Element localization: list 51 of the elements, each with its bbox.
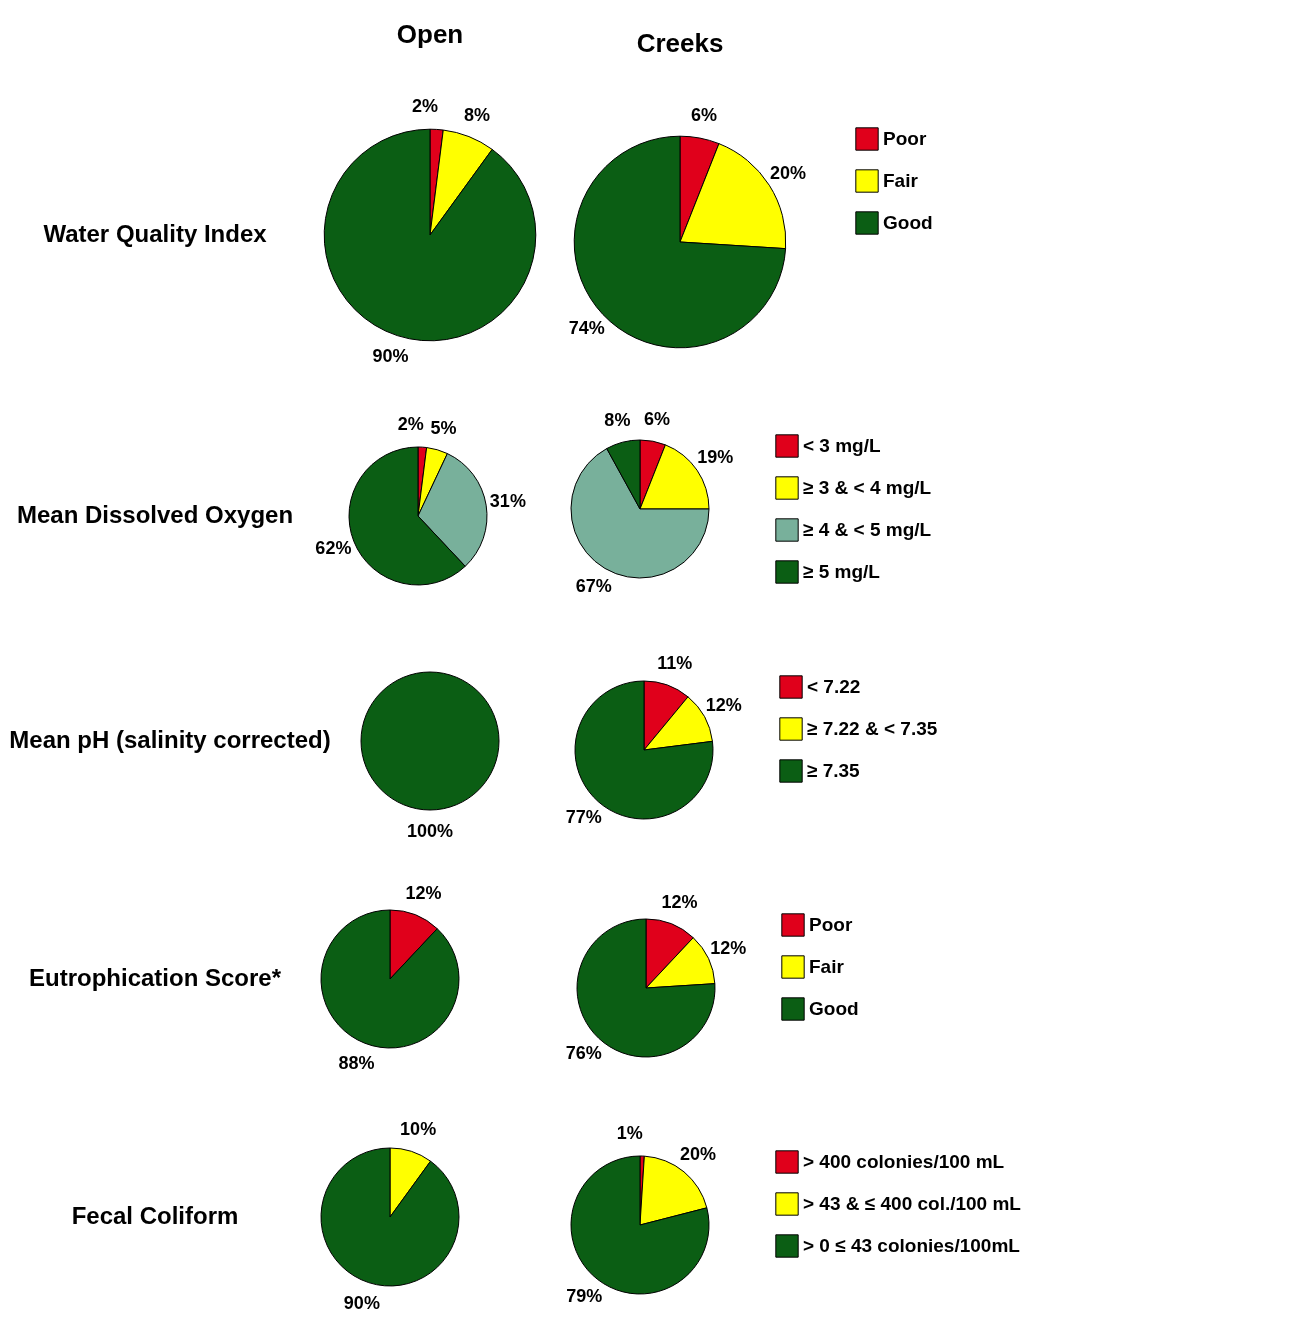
data-label: 62% xyxy=(315,538,352,559)
legend-label: > 0 ≤ 43 colonies/100mL xyxy=(803,1234,1021,1256)
data-label: 10% xyxy=(400,1119,437,1140)
legend-label: Poor xyxy=(883,128,927,149)
text: Fecal Coliform xyxy=(71,1202,239,1229)
legend-label: Poor xyxy=(809,914,853,935)
data-label: 8% xyxy=(464,105,491,126)
data-label: 6% xyxy=(690,105,717,126)
legend-label: ≥ 4 & < 5 mg/L xyxy=(803,519,932,540)
legend-label: Good xyxy=(809,998,859,1019)
legend-label: > 43 & ≤ 400 col./100 mL xyxy=(803,1192,1022,1214)
data-label: 31% xyxy=(489,490,526,511)
data-label: 2% xyxy=(412,96,439,117)
data-label: 8% xyxy=(604,409,631,430)
text: Mean Dissolved Oxygen xyxy=(16,501,294,528)
data-label: 12% xyxy=(710,938,747,959)
data-label: 100% xyxy=(406,821,454,841)
data-label: 74% xyxy=(568,318,605,339)
data-label: 12% xyxy=(705,694,742,715)
data-label: 88% xyxy=(338,1052,375,1073)
legend-label: ≥ 7.35 xyxy=(807,759,861,781)
data-label: 20% xyxy=(679,1143,717,1164)
text: Water Quality Index xyxy=(43,220,268,247)
chart-title: Creeks xyxy=(636,28,724,59)
legend-label: > 400 colonies/100 mL xyxy=(803,1150,1005,1172)
data-label: 12% xyxy=(661,892,698,913)
legend-label: ≥ 3 & < 4 mg/L xyxy=(803,477,932,498)
text: Mean pH (salinity corrected) xyxy=(9,726,331,753)
data-label: 90% xyxy=(372,345,409,366)
legend-label: ≥ 7.22 & < 7.35 xyxy=(807,717,938,739)
data-label: 12% xyxy=(405,883,442,904)
data-label: 67% xyxy=(575,576,612,597)
data-label: 6% xyxy=(644,408,671,429)
data-label: 2% xyxy=(397,414,424,435)
text: Eutrophication Score* xyxy=(28,964,282,991)
data-label: 90% xyxy=(343,1292,380,1313)
data-label: 76% xyxy=(565,1043,602,1064)
legend-label: Good xyxy=(883,212,933,233)
legend-label: Fair xyxy=(883,170,919,191)
data-label: 11% xyxy=(657,652,693,673)
data-label: 19% xyxy=(697,446,734,467)
chart-title: Open xyxy=(396,19,464,50)
legend-label: Fair xyxy=(809,956,845,977)
data-label: 77% xyxy=(565,806,602,827)
data-label: 5% xyxy=(430,417,457,438)
legend-label: < 3 mg/L xyxy=(803,435,881,456)
legend-label: < 7.22 xyxy=(807,675,861,697)
data-label: 20% xyxy=(769,162,806,183)
data-label: 1% xyxy=(616,1122,643,1143)
data-label: 79% xyxy=(566,1285,603,1306)
legend-label: ≥ 5 mg/L xyxy=(803,561,881,582)
